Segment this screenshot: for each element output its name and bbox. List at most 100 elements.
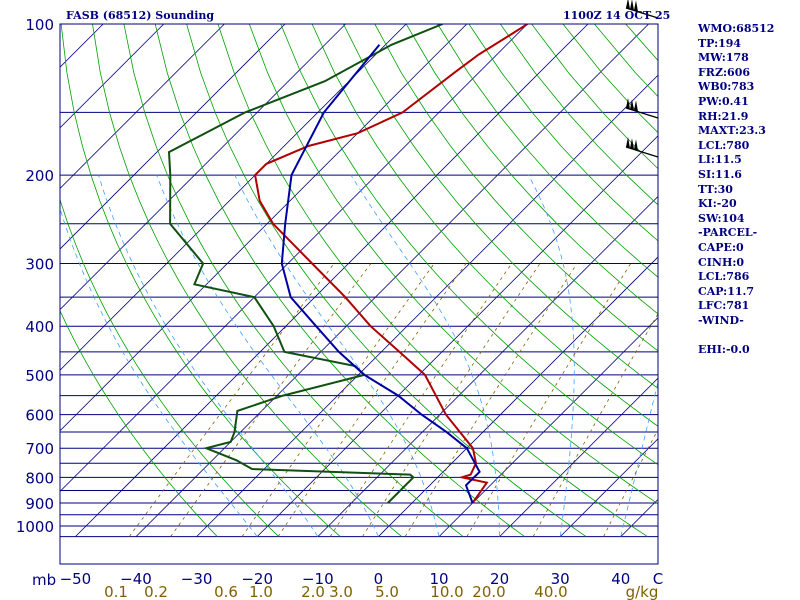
moist-adiabat (98, 174, 319, 537)
isotherm (60, 24, 104, 68)
index-line: TT:30 (698, 182, 733, 196)
mixing-ratio-label: 0.2 (144, 583, 168, 600)
index-line: TP:194 (698, 36, 742, 50)
index-line: FRZ:606 (698, 65, 751, 79)
wind-barb (625, 0, 659, 19)
mixing-ratio-line (466, 263, 632, 537)
trace-dewpoint (167, 24, 443, 504)
moist-adiabat (350, 174, 501, 537)
mixing-ratio-label: 40.0 (534, 583, 567, 600)
temp-tick-label: 0 (374, 570, 384, 588)
mixing-ratio-label: 0.6 (214, 583, 238, 600)
temp-tick-label: −30 (181, 570, 213, 588)
pressure-tick-label: 800 (25, 469, 54, 487)
barb-staff (625, 107, 659, 119)
isotherm (499, 377, 658, 537)
mixing-ratio-label: 3.0 (329, 583, 353, 600)
moist-adiabat (60, 207, 258, 537)
sounding-indices-panel: WMO:68512 TP:194 MW:178 FRZ:606 WB0:783 PW:0.… (698, 22, 798, 358)
barb-flag (626, 137, 630, 149)
barb-flag (634, 139, 638, 151)
pressure-tick-label: 400 (25, 318, 54, 336)
isotherm (75, 24, 589, 537)
pressure-tick-label: 500 (25, 367, 54, 385)
isotherm (378, 256, 658, 537)
barb-staff (625, 7, 659, 19)
moist-adiabat (620, 380, 658, 537)
barb-staff (625, 146, 659, 158)
barb-flag (630, 138, 634, 150)
wind-barb (625, 98, 659, 119)
isotherm (438, 317, 658, 537)
dry-adiabat (468, 24, 658, 242)
mixing-ratio-line (241, 263, 435, 537)
dry-adiabat (405, 24, 658, 315)
index-line: CAPE:0 (698, 240, 744, 254)
dry-adiabat (248, 24, 658, 505)
temp-tick-label: 40 (611, 570, 630, 588)
dry-adiabat (186, 24, 587, 537)
index-line: CAP:11.7 (698, 284, 755, 298)
moist-adiabat (234, 174, 440, 537)
temp-tick-label: C (653, 570, 663, 588)
index-line: WMO:68512 (698, 22, 775, 35)
chart-title: FASB (68512) Sounding (66, 9, 215, 22)
isotherm (60, 24, 286, 250)
mixing-ratio-line (277, 263, 467, 537)
index-line: MAXT:23.3 (698, 124, 766, 138)
barb-flag (634, 0, 638, 12)
isotherm (60, 24, 225, 189)
isotherm (60, 24, 468, 432)
index-line: KI:-20 (698, 197, 737, 211)
isotherm (135, 24, 649, 537)
index-line (698, 328, 798, 343)
index-line: SI:11.6 (698, 167, 742, 181)
dry-adiabat (311, 24, 658, 427)
index-line: MW:178 (698, 51, 749, 65)
dry-adiabat (343, 24, 658, 389)
barb-flag (634, 100, 638, 112)
index-line: -PARCEL- (698, 226, 758, 240)
index-line: LFC:781 (698, 299, 750, 313)
index-line: LCL:786 (698, 270, 750, 284)
isotherm (60, 24, 346, 311)
pressure-tick-label: 300 (25, 255, 54, 273)
index-line: LI:11.5 (698, 153, 742, 167)
dry-adiabat (154, 24, 525, 537)
dry-adiabat (374, 24, 658, 352)
temp-tick-label: −40 (120, 570, 152, 588)
mixing-ratio-label: 5.0 (375, 583, 399, 600)
isotherm (60, 24, 165, 129)
mixing-ratio-label: 2.0 (301, 583, 325, 600)
dry-adiabat (60, 198, 280, 537)
barb-flag (630, 0, 634, 11)
isotherm (196, 74, 658, 537)
dry-adiabat (60, 24, 341, 537)
barb-flag (630, 99, 634, 111)
pressure-tick-label: 900 (25, 495, 54, 513)
pressure-tick-label: 1000 (16, 518, 54, 536)
isotherm (256, 135, 658, 537)
index-line: SW:104 (698, 211, 745, 225)
barb-flag (626, 0, 630, 10)
index-line: WB0:783 (698, 80, 755, 94)
mixing-ratio-label: 20.0 (472, 583, 505, 600)
isotherm (0, 24, 43, 537)
mixing-ratio-line (404, 263, 578, 537)
chart-time: 1100Z 14 OCT 25 (563, 9, 671, 22)
index-line: LCL:780 (698, 138, 750, 152)
mixing-unit-label: g/kg (626, 583, 659, 600)
pressure-tick-label: 700 (25, 440, 54, 458)
dry-adiabat (92, 24, 402, 537)
isotherm (60, 24, 528, 492)
dry-adiabat (60, 309, 218, 537)
dry-adiabat (217, 24, 648, 537)
dry-adiabat (437, 24, 658, 278)
index-line: CINH:0 (698, 255, 745, 269)
mixing-ratio-label: 1.0 (249, 583, 273, 600)
temp-tick-label: −20 (241, 570, 273, 588)
mixing-ratio-line (128, 263, 335, 537)
pressure-tick-label: 200 (25, 167, 54, 185)
pressure-unit-label: mb (32, 571, 56, 589)
